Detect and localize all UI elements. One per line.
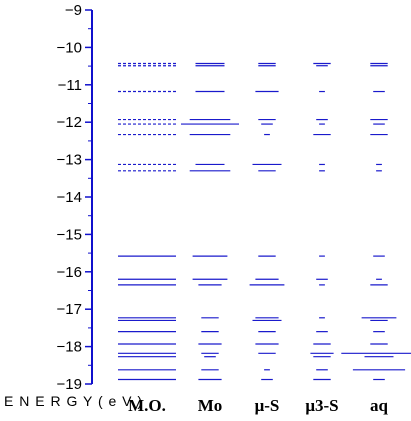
y-axis-title: E N E R G Y ( e V ) bbox=[4, 393, 143, 409]
y-tick-label: −15 bbox=[57, 226, 82, 243]
y-tick-label: −11 bbox=[58, 77, 82, 94]
y-tick-label: −19 bbox=[57, 376, 82, 393]
y-tick-label: −16 bbox=[57, 264, 82, 281]
column-label: aq bbox=[370, 396, 389, 415]
y-tick-label: −12 bbox=[57, 114, 82, 131]
y-axis bbox=[85, 9, 93, 385]
level-column bbox=[341, 62, 411, 381]
column-labels: M.O. Mo μ-S μ3-S aq bbox=[128, 396, 388, 415]
column-label: M.O. bbox=[128, 396, 166, 415]
column-label: μ3-S bbox=[305, 396, 338, 415]
y-tick-label: −9 bbox=[65, 2, 82, 19]
level-column bbox=[310, 62, 334, 381]
energy-levels bbox=[118, 62, 411, 381]
y-tick-label: −14 bbox=[57, 189, 82, 206]
level-column bbox=[249, 62, 285, 381]
y-tick-label: −10 bbox=[57, 39, 82, 56]
y-tick-label: −17 bbox=[57, 301, 82, 318]
column-label: μ-S bbox=[255, 396, 280, 415]
y-tick-labels: −9 −10 −11 −12 −13 −14 −15 −16 −17 −18 −19 bbox=[57, 2, 82, 393]
y-tick-label: −13 bbox=[57, 152, 82, 169]
column-label: Mo bbox=[198, 396, 223, 415]
level-column bbox=[118, 62, 176, 381]
y-tick-label: −18 bbox=[57, 339, 82, 356]
level-column bbox=[181, 62, 239, 381]
